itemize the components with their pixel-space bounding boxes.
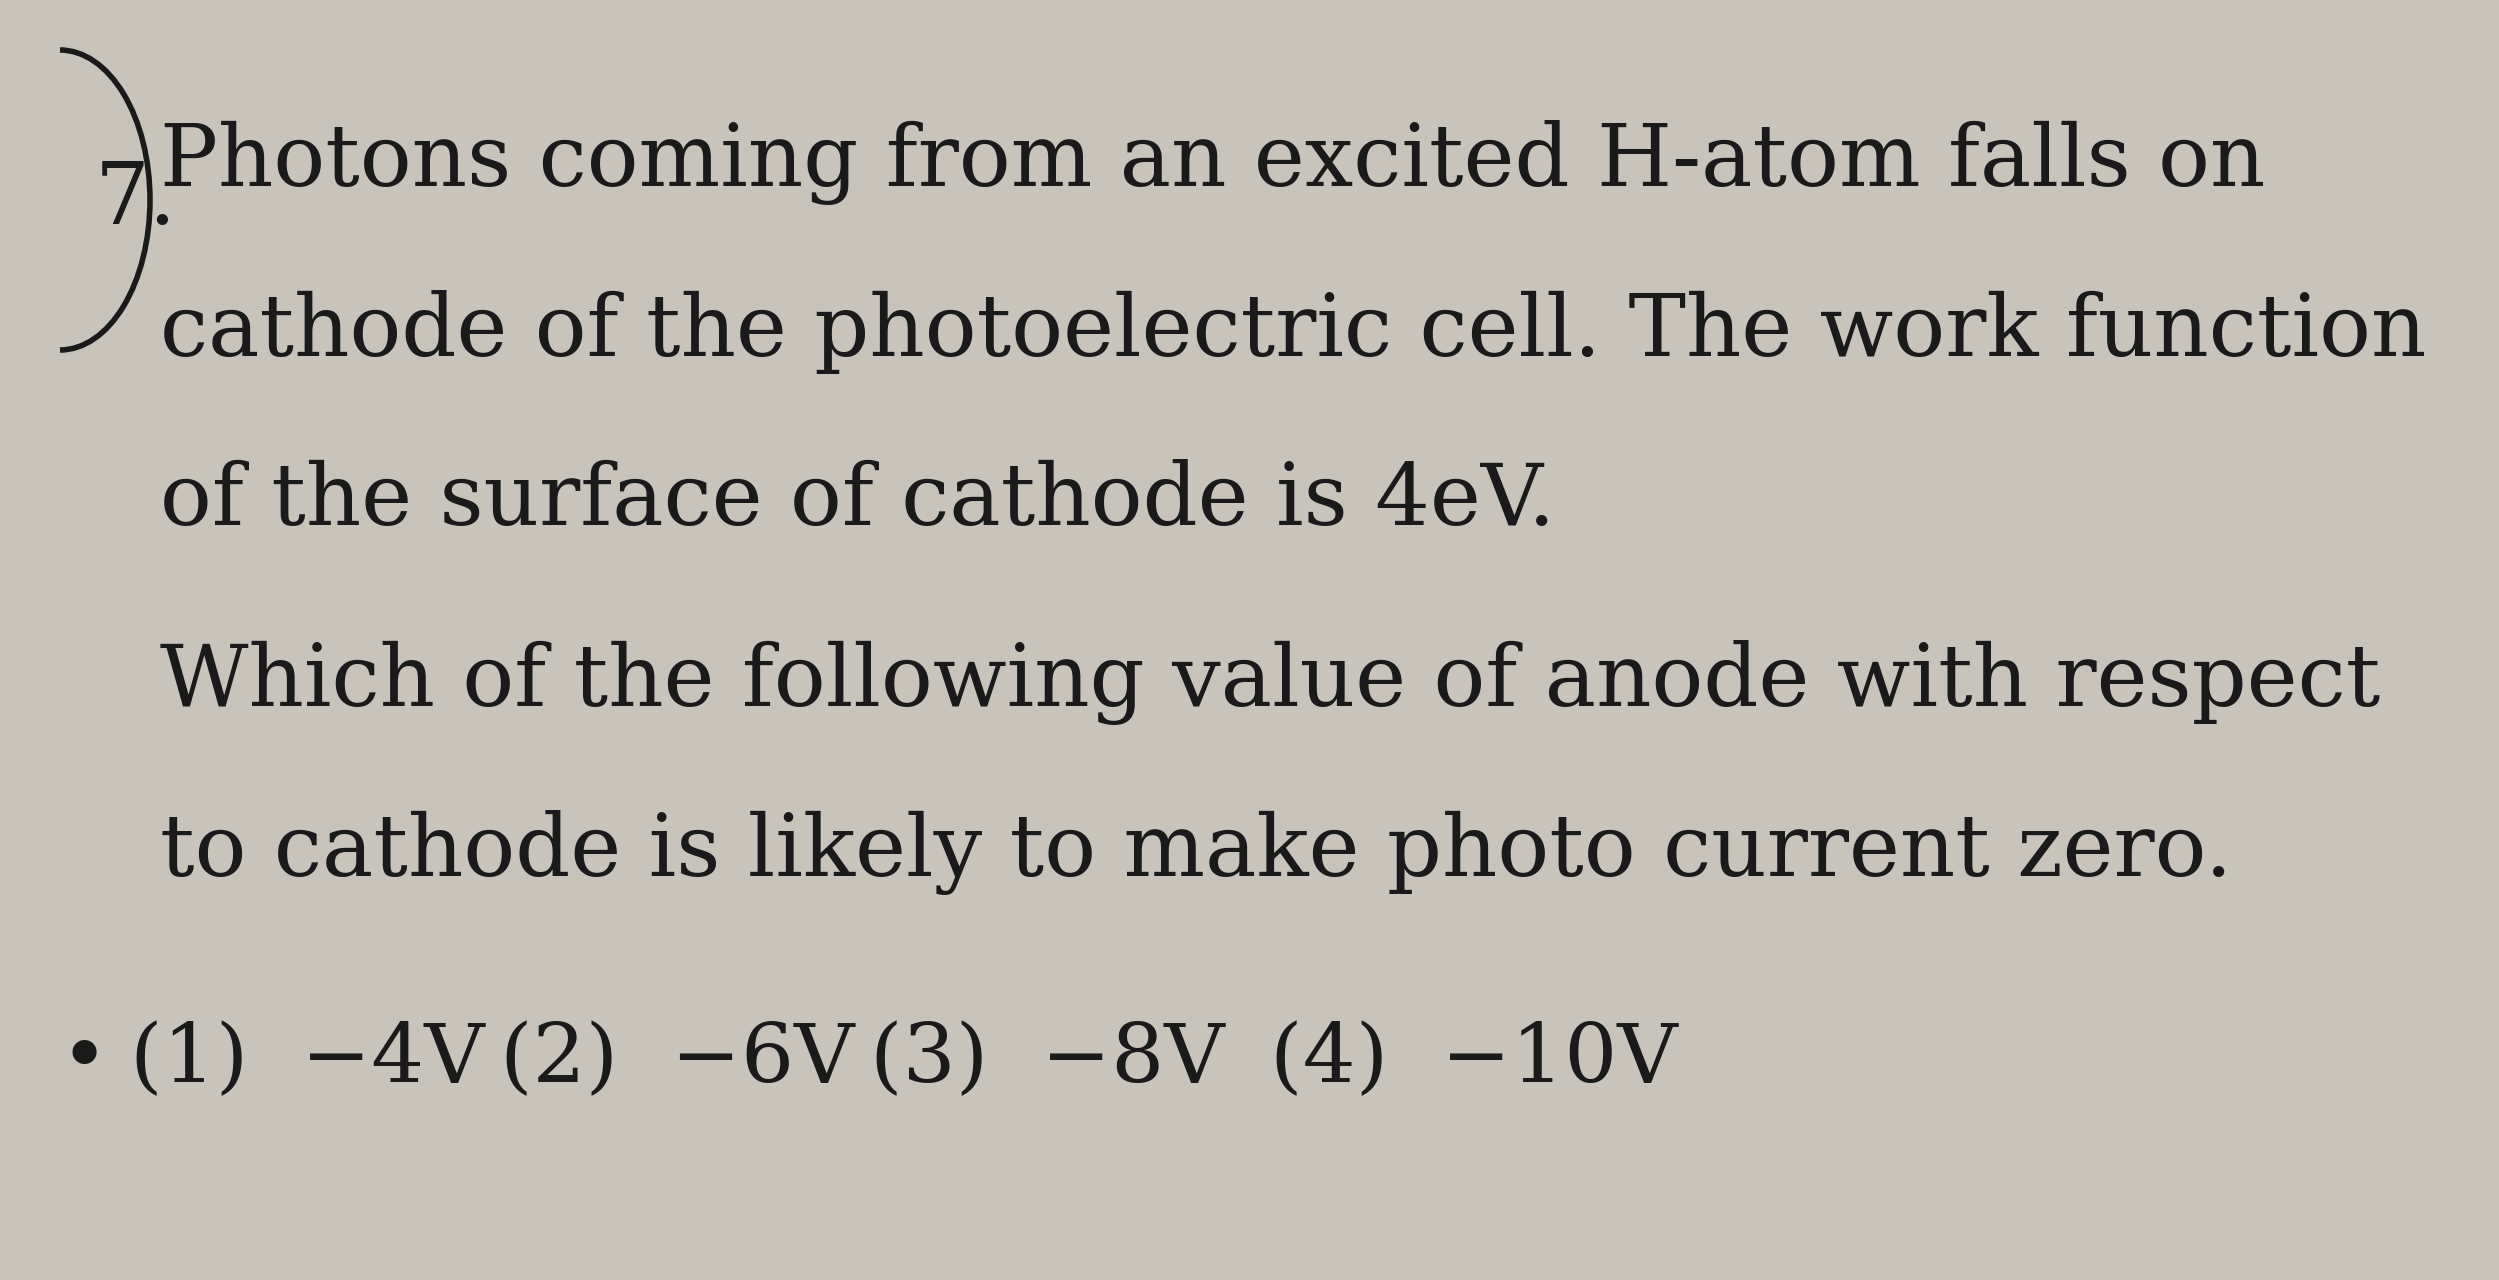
Text: to cathode is likely to make photo current zero.: to cathode is likely to make photo curre… bbox=[160, 810, 2232, 895]
Text: (3)  −8V: (3) −8V bbox=[870, 1020, 1225, 1100]
Text: cathode of the photoelectric cell. The work function: cathode of the photoelectric cell. The w… bbox=[160, 291, 2427, 374]
Text: Photons coming from an excited H-atom falls on: Photons coming from an excited H-atom fa… bbox=[160, 120, 2267, 205]
Text: (4)  −10V: (4) −10V bbox=[1269, 1020, 1677, 1100]
Text: (2)  −6V: (2) −6V bbox=[500, 1020, 855, 1100]
Text: Which of the following value of anode with respect: Which of the following value of anode wi… bbox=[160, 640, 2382, 724]
Text: of the surface of cathode is 4eV.: of the surface of cathode is 4eV. bbox=[160, 460, 1554, 543]
Text: (1)  −4V: (1) −4V bbox=[130, 1020, 485, 1100]
Text: •: • bbox=[60, 1020, 110, 1100]
Text: 7.: 7. bbox=[95, 159, 177, 242]
